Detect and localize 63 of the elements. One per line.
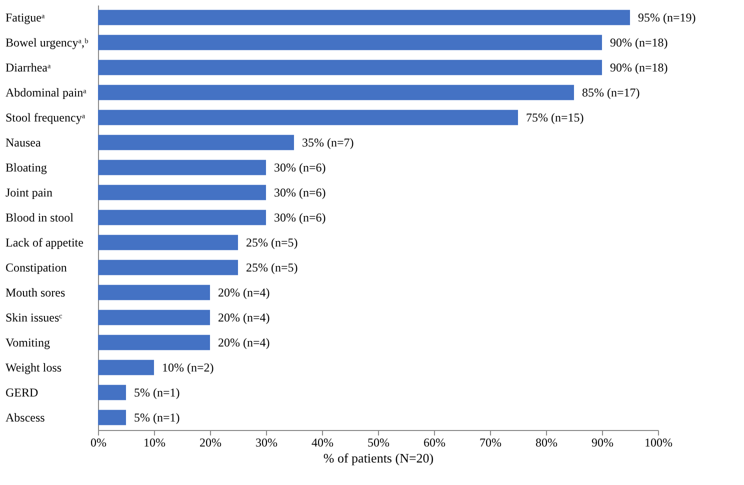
y-tick-label: Nausea [6,136,42,150]
y-tick-label: Constipation [6,260,67,274]
x-tick-label: 30% [256,436,278,450]
x-tick-label: 40% [312,436,334,450]
data-label: 35% (n=7) [302,136,354,150]
data-label: 25% (n=5) [246,260,298,274]
data-label: 30% (n=6) [274,210,326,224]
data-label: 20% (n=4) [218,286,270,300]
data-label: 20% (n=4) [218,336,270,350]
y-tick-label: Fatigueᵃ [6,10,46,24]
bar [98,110,518,126]
data-label: 5% (n=1) [134,386,180,400]
y-tick-label: GERD [6,386,38,400]
x-tick-label: 60% [424,436,446,450]
x-tick-label: 20% [200,436,222,450]
bar [98,284,210,300]
data-label: 5% (n=1) [134,410,180,424]
x-tick-label: 100% [644,436,672,450]
data-label: 25% (n=5) [246,236,298,250]
bar [98,384,126,400]
bar [98,160,266,176]
x-tick-label: 70% [480,436,502,450]
y-tick-label: Vomiting [6,336,50,350]
x-axis-title: % of patients (N=20) [323,450,434,466]
y-tick-label: Stool frequencyᵃ [6,110,86,124]
x-tick-label: 80% [536,436,558,450]
data-label: 10% (n=2) [162,360,214,374]
bar [98,310,210,326]
data-label: 90% (n=18) [610,36,668,50]
data-label: 20% (n=4) [218,310,270,324]
y-tick-label: Weight loss [6,360,62,374]
data-label: 85% (n=17) [582,86,640,100]
data-label: 30% (n=6) [274,160,326,174]
y-tick-label: Blood in stool [6,210,74,224]
y-tick-label: Lack of appetite [6,236,84,250]
y-tick-label: Bowel urgencyᵃ,ᵇ [6,36,89,50]
x-tick-label: 10% [144,436,166,450]
data-label: 30% (n=6) [274,186,326,200]
y-tick-label: Joint pain [6,186,52,200]
y-tick-label: Abscess [6,410,46,424]
data-label: 90% (n=18) [610,60,668,74]
x-tick-label: 0% [90,436,106,450]
data-label: 95% (n=19) [638,10,696,24]
y-tick-label: Skin issuesᶜ [6,310,62,324]
bar [98,410,126,426]
bar [98,210,266,226]
y-tick-label: Abdominal painᵃ [6,86,88,100]
bar [98,260,238,276]
y-tick-label: Bloating [6,160,47,174]
data-label: 75% (n=15) [526,110,584,124]
bar [98,234,238,250]
bar [98,134,294,150]
y-tick-label: Mouth sores [6,286,66,300]
bar [98,184,266,200]
bar [98,84,574,100]
x-tick-label: 90% [592,436,614,450]
bar [98,334,210,350]
bar [98,34,602,50]
y-tick-label: Diarrheaᵃ [6,60,52,74]
bar [98,60,602,76]
bar [98,10,630,26]
bar [98,360,154,376]
x-tick-label: 50% [368,436,390,450]
